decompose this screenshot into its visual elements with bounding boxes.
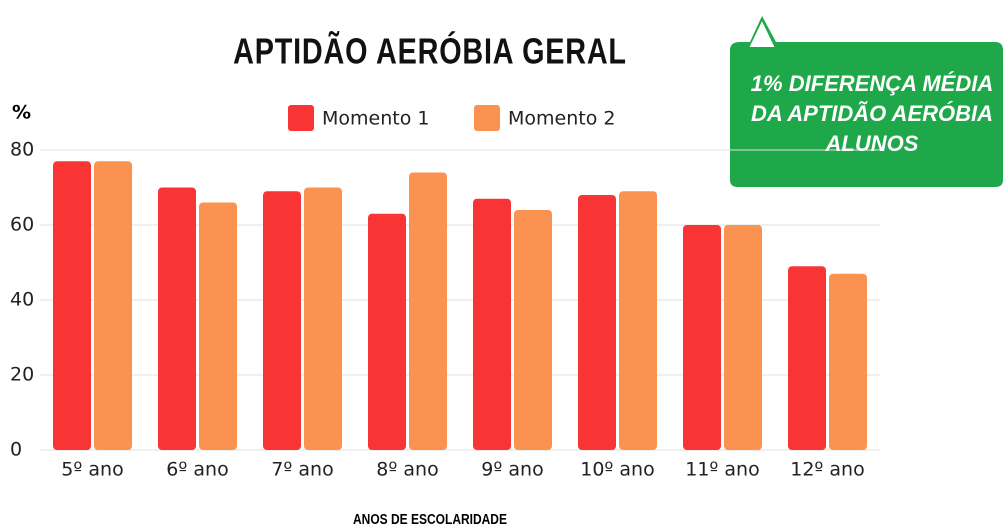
annotation-box xyxy=(730,16,1003,187)
legend-swatch xyxy=(288,105,314,131)
bar xyxy=(158,187,196,450)
x-tick-label: 10º ano xyxy=(580,459,654,481)
x-axis-label: ANOS DE ESCOLARIDADE xyxy=(353,511,507,528)
bar xyxy=(683,225,721,450)
annotation-shape xyxy=(730,16,1003,187)
legend-label: Momento 2 xyxy=(508,108,615,130)
legend-label: Momento 1 xyxy=(322,108,429,130)
bar xyxy=(619,191,657,450)
bar xyxy=(514,210,552,450)
y-tick-label: 20 xyxy=(10,364,34,386)
x-tick-label: 9º ano xyxy=(481,459,543,481)
annotation-text: DA APTIDÃO AERÓBIA xyxy=(751,101,993,126)
annotation-text: 1% DIFERENÇA MÉDIA xyxy=(751,71,993,96)
bar xyxy=(829,273,867,450)
y-tick-label: 40 xyxy=(10,289,34,311)
legend-swatch xyxy=(474,105,500,131)
y-tick-label: 60 xyxy=(10,214,34,236)
bar xyxy=(199,202,237,450)
x-tick-label: 8º ano xyxy=(376,459,438,481)
x-tick-label: 11º ano xyxy=(685,459,759,481)
chart-title: APTIDÃO AERÓBIA GERAL xyxy=(233,30,627,71)
bar xyxy=(788,266,826,450)
bar xyxy=(94,161,132,450)
bar xyxy=(724,225,762,450)
x-tick-label: 5º ano xyxy=(61,459,123,481)
y-axis-label: % xyxy=(12,102,31,124)
x-tick-label: 12º ano xyxy=(790,459,864,481)
x-tick-label: 6º ano xyxy=(166,459,228,481)
bar xyxy=(368,213,406,450)
y-tick-label: 0 xyxy=(10,439,22,461)
bar xyxy=(304,187,342,450)
bar xyxy=(263,191,301,450)
bar xyxy=(409,172,447,450)
x-tick-label: 7º ano xyxy=(271,459,333,481)
bar xyxy=(473,198,511,450)
annotation-text: ALUNOS xyxy=(825,131,919,156)
annotation-notch xyxy=(748,18,776,48)
bar xyxy=(53,161,91,450)
y-tick-label: 80 xyxy=(10,139,34,161)
bar xyxy=(578,195,616,450)
